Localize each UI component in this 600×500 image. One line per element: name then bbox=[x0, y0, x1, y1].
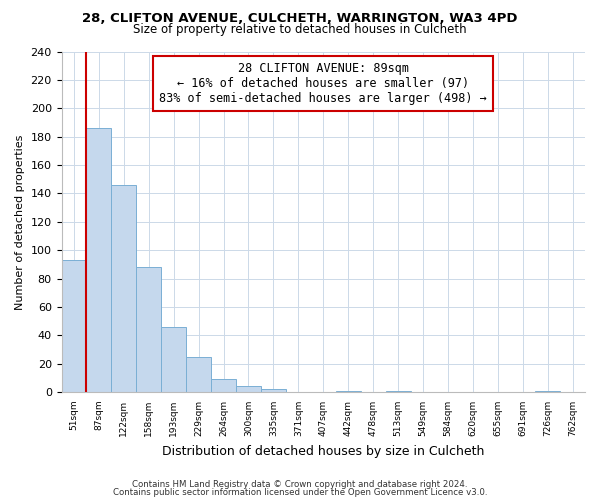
Text: 28 CLIFTON AVENUE: 89sqm
← 16% of detached houses are smaller (97)
83% of semi-d: 28 CLIFTON AVENUE: 89sqm ← 16% of detach… bbox=[160, 62, 487, 104]
Bar bbox=[336, 390, 361, 392]
Bar bbox=[236, 386, 261, 392]
Bar bbox=[112, 185, 136, 392]
X-axis label: Distribution of detached houses by size in Culcheth: Distribution of detached houses by size … bbox=[162, 444, 484, 458]
Text: Contains HM Land Registry data © Crown copyright and database right 2024.: Contains HM Land Registry data © Crown c… bbox=[132, 480, 468, 489]
Y-axis label: Number of detached properties: Number of detached properties bbox=[15, 134, 25, 310]
Text: 28, CLIFTON AVENUE, CULCHETH, WARRINGTON, WA3 4PD: 28, CLIFTON AVENUE, CULCHETH, WARRINGTON… bbox=[82, 12, 518, 26]
Bar bbox=[86, 128, 112, 392]
Bar bbox=[161, 327, 186, 392]
Bar bbox=[62, 260, 86, 392]
Text: Contains public sector information licensed under the Open Government Licence v3: Contains public sector information licen… bbox=[113, 488, 487, 497]
Bar bbox=[261, 390, 286, 392]
Bar bbox=[186, 356, 211, 392]
Bar bbox=[535, 390, 560, 392]
Text: Size of property relative to detached houses in Culcheth: Size of property relative to detached ho… bbox=[133, 22, 467, 36]
Bar bbox=[386, 390, 410, 392]
Bar bbox=[136, 267, 161, 392]
Bar bbox=[211, 380, 236, 392]
